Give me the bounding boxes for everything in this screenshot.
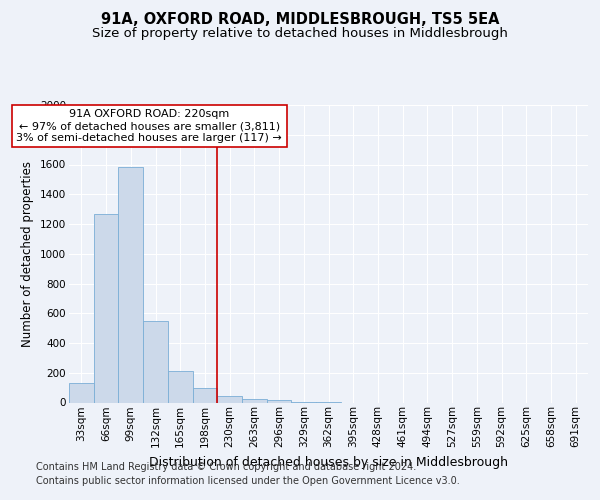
Bar: [94, 214, 118, 402]
X-axis label: Distribution of detached houses by size in Middlesbrough: Distribution of detached houses by size …: [149, 456, 508, 468]
Bar: [242, 399, 267, 402]
Bar: [168, 370, 193, 402]
Text: Size of property relative to detached houses in Middlesbrough: Size of property relative to detached ho…: [92, 28, 508, 40]
Y-axis label: Number of detached properties: Number of detached properties: [22, 161, 34, 347]
Text: 91A, OXFORD ROAD, MIDDLESBROUGH, TS5 5EA: 91A, OXFORD ROAD, MIDDLESBROUGH, TS5 5EA: [101, 12, 499, 28]
Text: 91A OXFORD ROAD: 220sqm
← 97% of detached houses are smaller (3,811)
3% of semi-: 91A OXFORD ROAD: 220sqm ← 97% of detache…: [16, 110, 282, 142]
Bar: [143, 320, 168, 402]
Text: Contains HM Land Registry data © Crown copyright and database right 2024.: Contains HM Land Registry data © Crown c…: [36, 462, 416, 472]
Bar: [267, 400, 292, 402]
Text: Contains public sector information licensed under the Open Government Licence v3: Contains public sector information licen…: [36, 476, 460, 486]
Bar: [217, 396, 242, 402]
Bar: [193, 388, 217, 402]
Bar: [69, 383, 94, 402]
Bar: [118, 168, 143, 402]
